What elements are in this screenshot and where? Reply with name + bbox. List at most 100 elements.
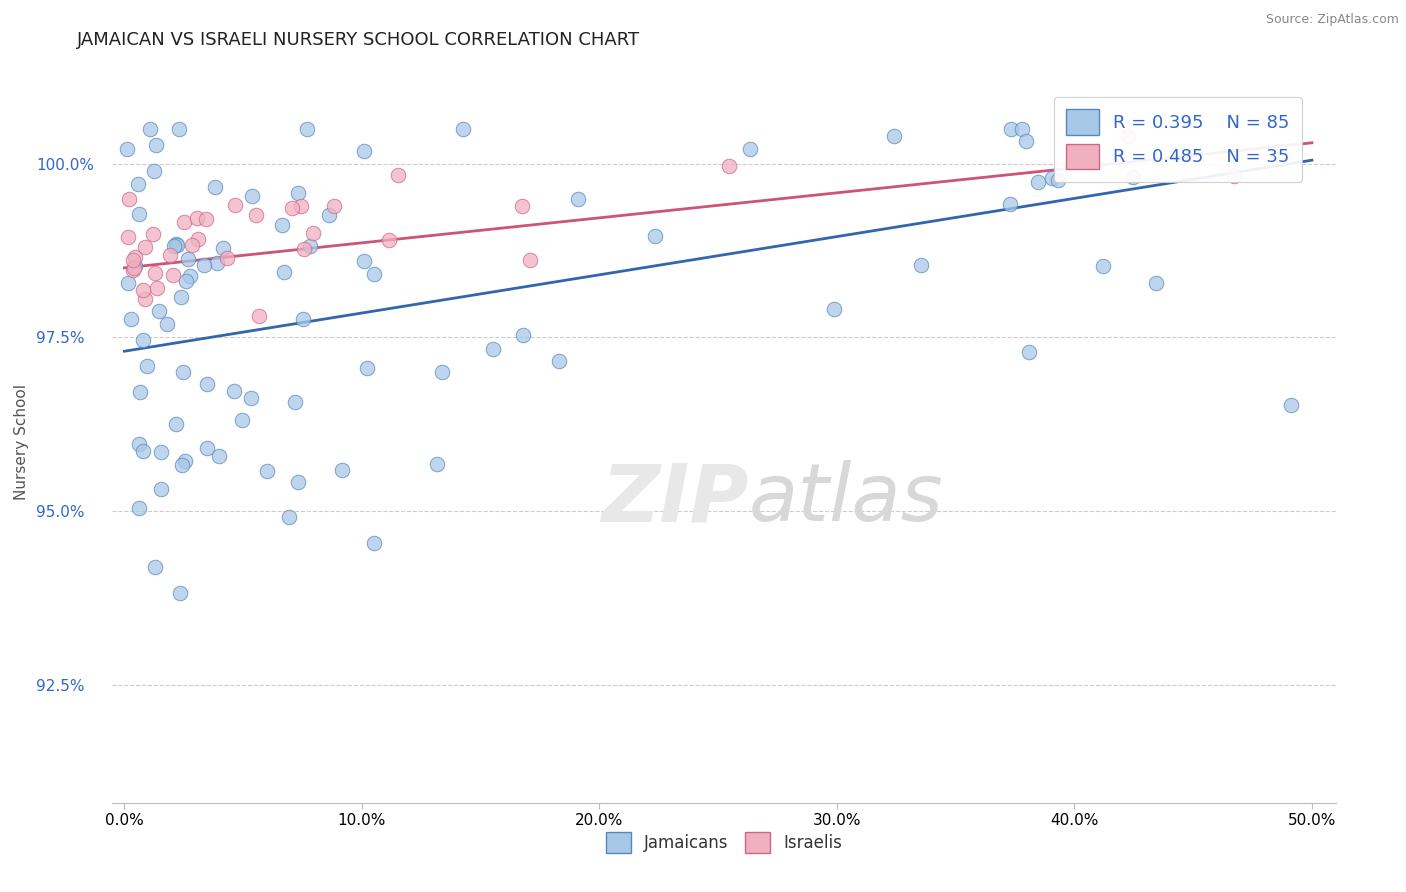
Point xyxy=(287,475,309,489)
Point xyxy=(143,163,166,178)
Point xyxy=(1222,169,1244,184)
Point xyxy=(281,201,304,215)
Point xyxy=(910,258,932,272)
Point xyxy=(481,342,503,356)
Point xyxy=(146,281,169,295)
Point xyxy=(132,333,155,347)
Point xyxy=(1116,128,1139,143)
Point xyxy=(1015,134,1038,148)
Point xyxy=(156,317,179,331)
Point xyxy=(1144,276,1167,290)
Point xyxy=(169,586,191,600)
Point xyxy=(215,252,238,266)
Point xyxy=(356,360,378,375)
Point xyxy=(166,238,188,252)
Point xyxy=(122,262,145,277)
Point xyxy=(195,211,218,226)
Point xyxy=(1000,196,1022,211)
Point xyxy=(353,144,375,158)
Point xyxy=(512,328,534,343)
Point xyxy=(290,199,312,213)
Point xyxy=(165,417,187,431)
Point xyxy=(128,500,150,515)
Point xyxy=(132,444,155,458)
Point xyxy=(173,454,195,468)
Point xyxy=(118,192,141,206)
Point xyxy=(174,275,197,289)
Legend: Jamaicans, Israelis: Jamaicans, Israelis xyxy=(599,826,849,860)
Point xyxy=(148,304,170,318)
Point xyxy=(143,560,166,574)
Point xyxy=(567,192,589,206)
Point xyxy=(363,268,385,282)
Point xyxy=(426,458,449,472)
Point xyxy=(273,264,295,278)
Point xyxy=(204,180,226,194)
Point xyxy=(231,413,253,427)
Point xyxy=(162,268,184,282)
Point xyxy=(117,277,139,291)
Point xyxy=(1281,398,1303,412)
Point xyxy=(1047,173,1070,187)
Point xyxy=(179,268,201,283)
Point xyxy=(644,229,666,244)
Point xyxy=(117,229,139,244)
Y-axis label: Nursery School: Nursery School xyxy=(14,384,30,500)
Point xyxy=(170,458,193,472)
Point xyxy=(162,238,184,252)
Text: Source: ZipAtlas.com: Source: ZipAtlas.com xyxy=(1265,13,1399,27)
Point xyxy=(299,239,322,253)
Point xyxy=(1026,175,1049,189)
Point xyxy=(363,536,385,550)
Point xyxy=(287,186,309,200)
Point xyxy=(353,254,375,268)
Text: ZIP: ZIP xyxy=(602,460,748,539)
Point xyxy=(284,395,307,409)
Point xyxy=(180,237,202,252)
Point xyxy=(159,247,181,261)
Point xyxy=(291,312,314,326)
Point xyxy=(187,232,209,246)
Point xyxy=(222,384,245,398)
Point xyxy=(208,450,231,464)
Point xyxy=(177,252,200,266)
Point xyxy=(143,266,166,280)
Point xyxy=(172,365,194,379)
Point xyxy=(224,198,246,212)
Point xyxy=(128,384,150,399)
Point xyxy=(122,260,145,275)
Point xyxy=(169,122,191,136)
Point xyxy=(195,376,218,391)
Point xyxy=(211,241,233,255)
Point xyxy=(387,169,409,183)
Text: atlas: atlas xyxy=(748,460,943,539)
Point xyxy=(322,199,344,213)
Point xyxy=(186,211,208,226)
Point xyxy=(150,445,173,459)
Point xyxy=(139,122,162,136)
Point xyxy=(240,188,263,202)
Point xyxy=(271,218,294,232)
Point xyxy=(1122,170,1144,185)
Point xyxy=(128,207,150,221)
Point xyxy=(142,227,165,241)
Point xyxy=(173,215,195,229)
Point xyxy=(1091,259,1114,273)
Point xyxy=(330,463,353,477)
Point xyxy=(1011,122,1033,136)
Point xyxy=(247,310,270,324)
Point xyxy=(207,256,229,270)
Point xyxy=(124,250,146,264)
Point xyxy=(128,437,150,451)
Point xyxy=(134,292,156,306)
Point xyxy=(292,243,315,257)
Point xyxy=(823,302,845,317)
Point xyxy=(1000,122,1022,136)
Point xyxy=(1018,345,1040,359)
Point xyxy=(170,290,193,304)
Point xyxy=(132,283,155,297)
Point xyxy=(150,482,173,496)
Point xyxy=(718,159,741,173)
Point xyxy=(134,240,156,254)
Point xyxy=(1040,171,1063,186)
